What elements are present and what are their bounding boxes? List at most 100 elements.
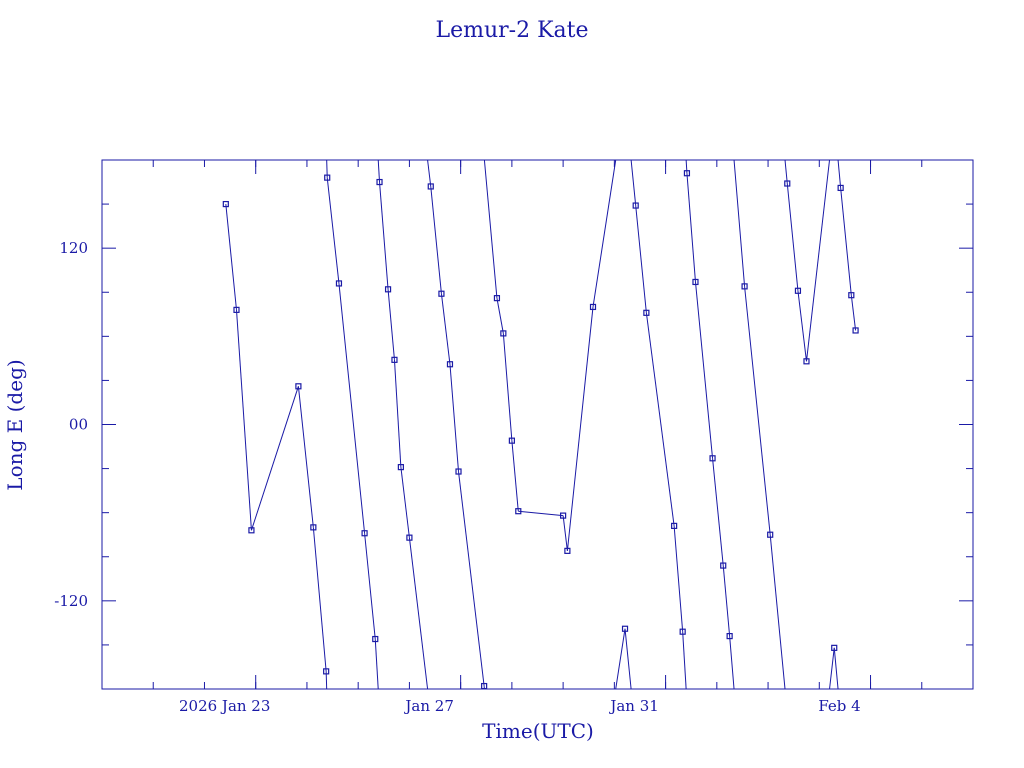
series-line-segment <box>338 283 366 534</box>
data-point <box>481 682 488 689</box>
series-line-segment <box>833 647 839 689</box>
chart-title: Lemur-2 Kate <box>435 18 588 43</box>
data-point <box>323 668 330 675</box>
data-point <box>794 287 802 294</box>
series-line-segment <box>729 636 735 689</box>
series-line-segment <box>364 533 376 640</box>
data-point <box>589 303 597 311</box>
series-line-segment <box>326 177 340 284</box>
data-point <box>848 292 855 299</box>
series-line-segment <box>829 647 835 689</box>
data-point <box>767 531 774 538</box>
data-point <box>397 464 404 471</box>
series-line-segment <box>235 309 252 531</box>
series-line-segment <box>786 183 799 291</box>
series-line-segment <box>635 205 647 313</box>
minor-ticks <box>102 160 973 689</box>
data-point <box>564 547 571 554</box>
x-tick-label: Feb 4 <box>818 697 860 715</box>
series-line-segment <box>518 510 564 517</box>
series-line-segment <box>744 286 771 535</box>
x-tick-label: Jan 27 <box>403 697 453 715</box>
series-line-segment <box>458 471 485 687</box>
series-line-segment <box>682 631 687 689</box>
series-line-segment <box>297 386 314 528</box>
y-tick-label: -120 <box>54 592 88 610</box>
series-line-segment <box>225 204 237 310</box>
series-line-segment <box>408 537 429 689</box>
series-line-segment <box>784 160 788 184</box>
series-line-segment <box>645 312 675 526</box>
plot-frame <box>101 159 974 690</box>
data-point <box>831 644 838 651</box>
data-point <box>500 330 507 337</box>
series-line-segment <box>483 160 498 299</box>
data-point <box>438 290 445 297</box>
series-layer <box>222 160 859 689</box>
x-tick-label: 2026 Jan 23 <box>179 697 270 715</box>
series-line-segment <box>566 306 594 551</box>
series-line-segment <box>511 440 519 512</box>
data-point <box>683 170 691 177</box>
data-point <box>515 508 522 515</box>
series-line-segment <box>387 289 395 360</box>
data-point <box>376 178 383 186</box>
data-point <box>295 383 302 390</box>
data-point <box>446 361 454 368</box>
data-point <box>427 183 434 190</box>
series-line-segment <box>712 458 724 566</box>
x-axis-label: Time(UTC) <box>482 719 594 743</box>
series-line-segment <box>837 160 842 188</box>
series-line-segment <box>673 525 684 632</box>
series-line-segment <box>840 187 852 296</box>
data-point <box>384 286 392 293</box>
series-line-segment <box>686 173 696 283</box>
series-line-segment <box>630 160 637 206</box>
series-line-segment <box>722 565 731 637</box>
data-point <box>455 468 462 475</box>
series-line-segment <box>440 293 451 365</box>
series-line-segment <box>374 639 379 689</box>
data-point <box>233 306 240 313</box>
y-axis: 120 00 -120 <box>54 239 973 610</box>
series-line-segment <box>562 515 568 551</box>
data-point <box>248 527 255 534</box>
data-point <box>741 283 748 290</box>
data-point <box>335 280 343 287</box>
series-line-segment <box>733 160 746 287</box>
series-line-segment <box>615 628 626 689</box>
data-point <box>391 356 398 363</box>
data-point <box>720 562 727 569</box>
data-point <box>406 534 413 541</box>
data-point <box>803 358 810 365</box>
data-point <box>324 174 331 181</box>
series-line-segment <box>449 364 460 472</box>
series-line-segment <box>496 298 504 334</box>
x-tick-label: Jan 31 <box>608 697 658 715</box>
data-point <box>621 625 629 632</box>
data-point <box>643 309 650 316</box>
y-tick-label: 00 <box>69 416 88 434</box>
series-line-segment <box>400 467 410 538</box>
data-point <box>222 200 229 208</box>
series-line-segment <box>379 182 389 290</box>
series-line-segment <box>430 186 442 294</box>
series-line-segment <box>769 534 786 689</box>
series-line-segment <box>427 160 432 187</box>
series-line-segment <box>502 333 513 441</box>
data-point <box>508 437 515 444</box>
series-line-segment <box>624 628 632 689</box>
series-line-segment <box>393 359 402 468</box>
x-axis: 2026 Jan 23 Jan 27 Jan 31 Feb 4 <box>179 160 872 715</box>
data-point <box>692 278 699 286</box>
data-point <box>361 530 368 537</box>
data-point <box>852 327 859 334</box>
series-line-segment <box>805 160 831 362</box>
data-point <box>671 522 678 529</box>
series-line-segment <box>797 290 807 362</box>
data-point <box>784 180 791 187</box>
data-point <box>632 202 639 209</box>
data-point <box>493 295 501 302</box>
data-point <box>372 635 379 643</box>
series-line-segment <box>312 527 327 672</box>
